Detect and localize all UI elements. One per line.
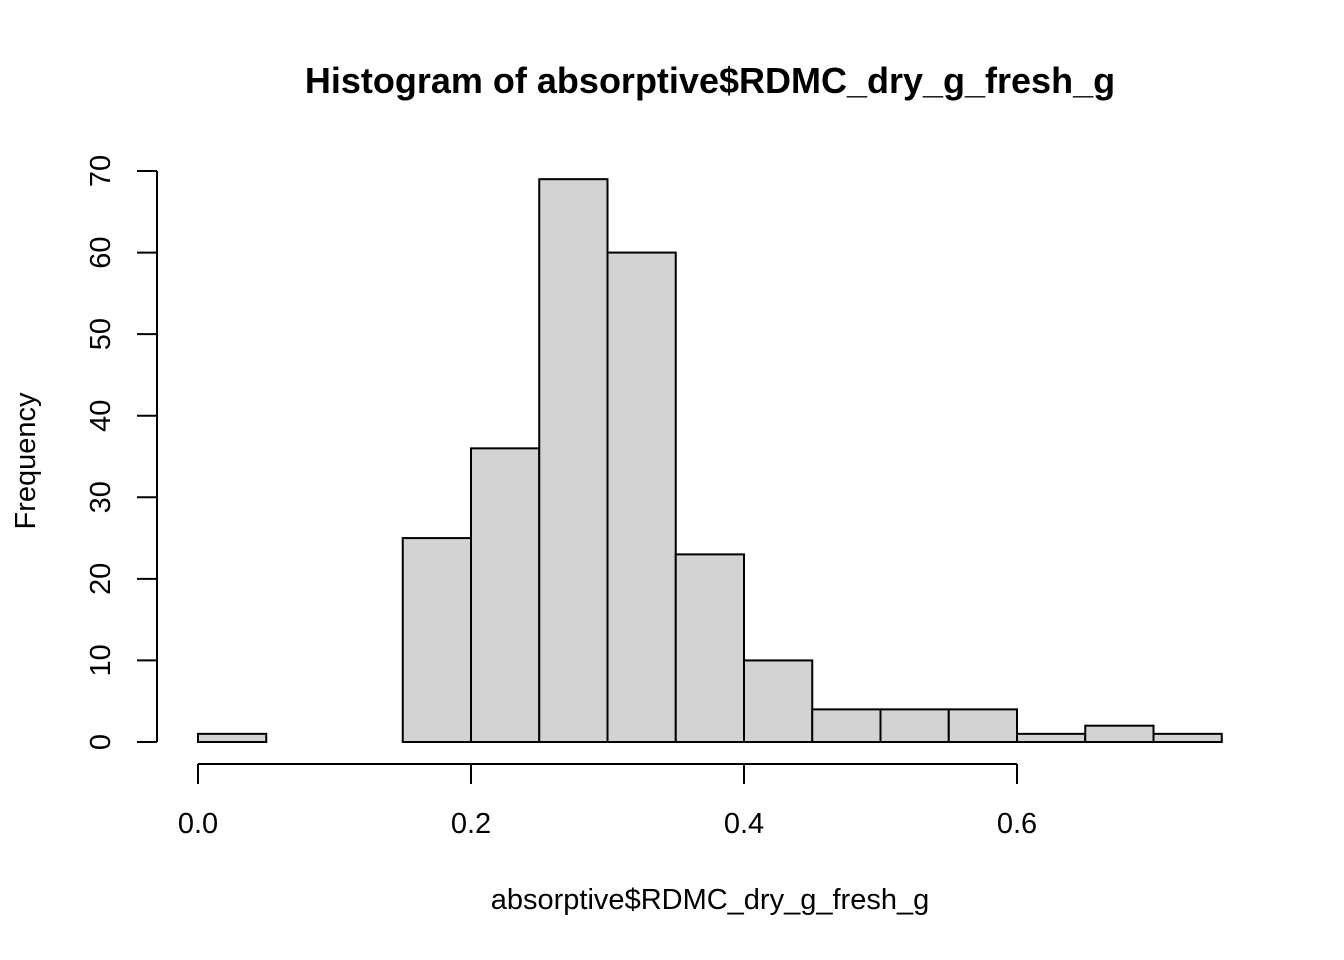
x-axis-label: absorptive$RDMC_dry_g_fresh_g <box>491 884 929 916</box>
y-tick-label: 10 <box>85 644 117 676</box>
y-axis: 0 10 20 30 40 50 60 70 <box>85 155 158 750</box>
histogram-bar <box>743 659 814 743</box>
histogram-bar <box>606 251 677 744</box>
histogram-bar <box>1016 732 1087 744</box>
x-tick-label: 0.4 <box>724 808 764 840</box>
y-tick-label: 70 <box>85 155 117 187</box>
histogram-bar <box>674 553 745 743</box>
histogram-bar <box>947 708 1018 744</box>
y-tick-label: 20 <box>85 563 117 595</box>
histogram-bar <box>470 447 541 743</box>
histogram-bar <box>811 708 882 744</box>
histogram-bar <box>1152 732 1223 744</box>
histogram-bar <box>879 708 950 744</box>
chart-title: Histogram of absorptive$RDMC_dry_g_fresh… <box>305 60 1115 101</box>
y-tick-label: 50 <box>85 318 117 350</box>
y-tick-label: 60 <box>85 236 117 268</box>
y-tick-label: 30 <box>85 481 117 513</box>
histogram-bar <box>401 537 472 744</box>
histogram-bars <box>197 178 1223 744</box>
x-tick-label: 0.2 <box>451 808 491 840</box>
x-axis: 0.0 0.2 0.4 0.6 <box>178 763 1037 840</box>
histogram-bar <box>1084 724 1155 743</box>
x-tick-label: 0.6 <box>997 808 1037 840</box>
y-tick-label: 0 <box>85 734 117 750</box>
histogram-bar <box>538 178 609 744</box>
y-tick-label: 40 <box>85 400 117 432</box>
y-axis-label: Frequency <box>10 392 42 530</box>
x-tick-label: 0.0 <box>178 808 218 840</box>
histogram-bar <box>197 732 268 744</box>
